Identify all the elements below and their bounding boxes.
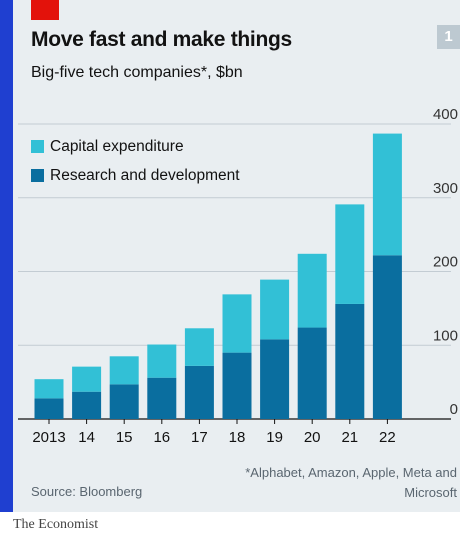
bar-segment-research [184,365,214,419]
bar-segment-research [109,384,139,419]
chart-subtitle: Big-five tech companies*, $bn [31,64,243,81]
chart-title: Move fast and make things [31,28,292,51]
source-note: Source: Bloomberg [31,484,143,499]
brand-red-tag [31,0,59,20]
bar-segment-research [34,398,64,419]
bar-segment-capex [147,344,177,378]
bar-segment-capex [222,294,252,353]
x-tick-label: 15 [116,429,133,446]
y-tick-label: 300 [433,180,458,197]
x-tick-label: 17 [191,429,208,446]
x-tick-label: 19 [266,429,283,446]
bar-chart: 0 100 200 300 400 2013 14 15 16 17 18 19 20 21 22 Capit… [18,106,458,446]
x-tick-label: 18 [229,429,246,446]
publisher-strip: The Economist [0,512,460,537]
bar-segment-capex [335,204,365,304]
x-tick-label: 2013 [32,429,65,446]
bar-segment-capex [260,279,290,340]
bar-segment-research [297,327,327,419]
x-tick-label: 22 [379,429,396,446]
y-tick-label: 400 [433,106,458,123]
bar-segment-research [147,377,177,419]
bar-segment-capex [72,366,102,392]
y-tick-label: 200 [433,254,458,271]
x-tick-label: 16 [153,429,170,446]
bar-segment-capex [297,253,327,328]
bar-segment-capex [184,328,214,366]
chart-number-badge: 1 [437,25,460,49]
bar-segment-research [335,303,365,419]
legend-capex-swatch [31,140,44,153]
legend-capex-label: Capital expenditure [50,138,184,155]
bar-segment-capex [34,379,64,399]
bar-segment-capex [372,133,402,256]
footnote: *Alphabet, Amazon, Apple, Meta and Micro… [245,465,457,500]
bar-segment-research [372,255,402,419]
legend-research-label: Research and development [50,167,240,184]
publisher-name: The Economist [13,517,99,532]
y-tick-label: 0 [450,401,458,418]
x-tick-label: 20 [304,429,321,446]
chart-panel: Move fast and make things Big-five tech … [13,0,460,512]
bar-segment-research [72,391,102,419]
x-tick-label: 21 [341,429,358,446]
bar-segment-research [222,352,252,419]
y-tick-label: 100 [433,327,458,344]
bar-segment-research [260,339,290,419]
bar-segment-capex [109,356,139,385]
x-tick-label: 14 [78,429,95,446]
legend-research-swatch [31,169,44,182]
